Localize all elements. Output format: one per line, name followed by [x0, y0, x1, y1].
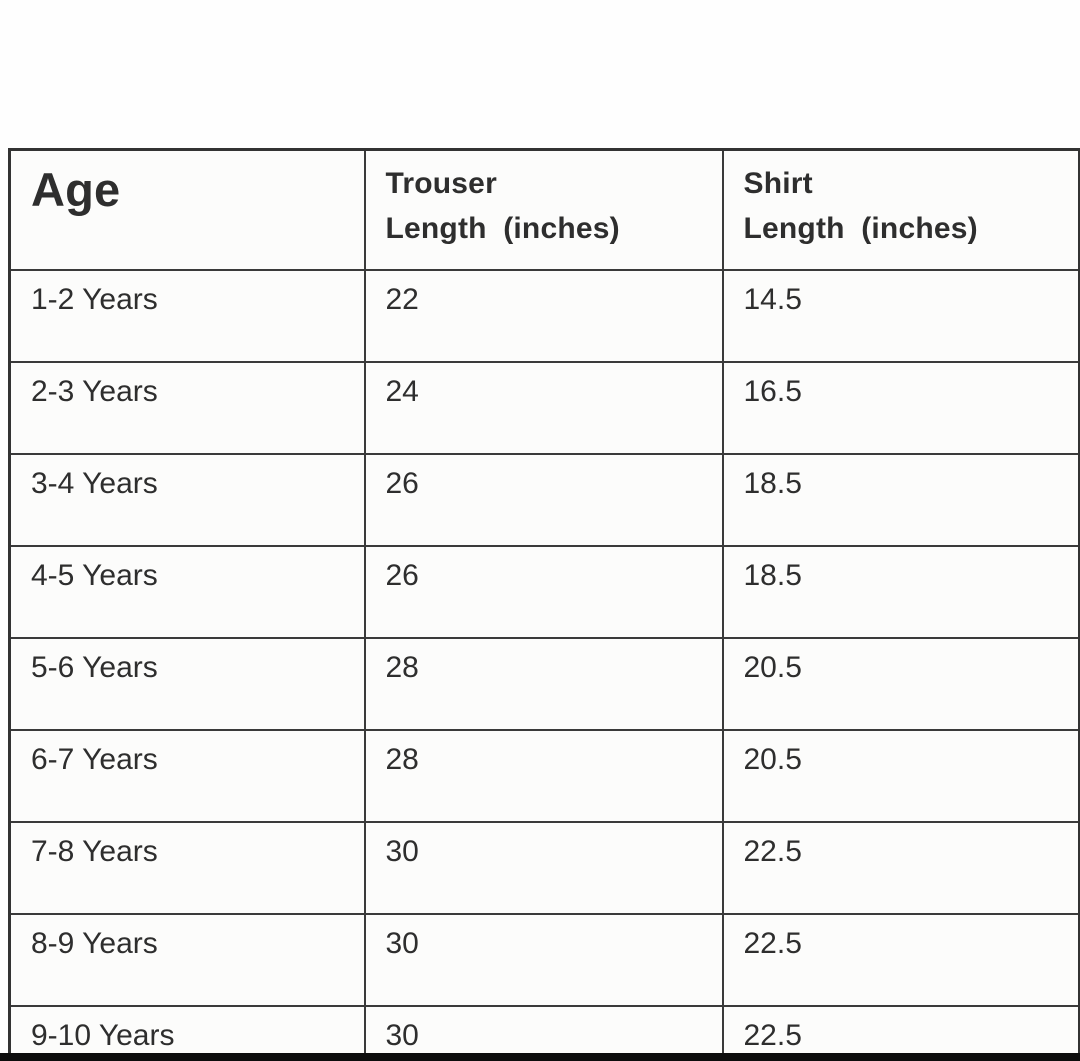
cell-shirt-length: 14.5: [721, 269, 1080, 363]
table-row: 6-7 Years 28 20.5: [8, 729, 1080, 823]
cell-shirt-length: 22.5: [721, 913, 1080, 1007]
header-trouser-length: Trouser Length (inches): [363, 148, 724, 271]
cell-age: 1-2 Years: [8, 269, 366, 363]
header-age: Age: [8, 148, 366, 271]
table-row: 3-4 Years 26 18.5: [8, 453, 1080, 547]
table-row: 7-8 Years 30 22.5: [8, 821, 1080, 915]
cell-trouser-length: 30: [363, 821, 724, 915]
header-row: Age Trouser Length (inches) Shirt Length…: [8, 148, 1080, 271]
cell-age: 2-3 Years: [8, 361, 366, 455]
cell-trouser-length: 24: [363, 361, 724, 455]
cell-trouser-length: 30: [363, 913, 724, 1007]
cell-age: 4-5 Years: [8, 545, 366, 639]
cell-shirt-length: 18.5: [721, 545, 1080, 639]
cell-trouser-length: 28: [363, 729, 724, 823]
cell-shirt-length: 18.5: [721, 453, 1080, 547]
cell-age: 7-8 Years: [8, 821, 366, 915]
header-trouser-line1: Trouser: [385, 167, 497, 200]
table-row: 8-9 Years 30 22.5: [8, 913, 1080, 1007]
cell-age: 3-4 Years: [8, 453, 366, 547]
size-chart-table: Age Trouser Length (inches) Shirt Length…: [8, 148, 1080, 1061]
bottom-black-bar: [0, 1053, 1080, 1061]
cell-shirt-length: 16.5: [721, 361, 1080, 455]
cell-shirt-length: 20.5: [721, 637, 1080, 731]
header-shirt-line2: Length (inches): [743, 212, 978, 245]
header-shirt-length: Shirt Length (inches): [721, 148, 1080, 271]
table-row: 2-3 Years 24 16.5: [8, 361, 1080, 455]
table-row: 9-10 Years 30 22.5: [8, 1005, 1080, 1061]
cell-age: 6-7 Years: [8, 729, 366, 823]
cell-trouser-length: 30: [363, 1005, 724, 1061]
cell-trouser-length: 26: [363, 453, 724, 547]
cell-trouser-length: 28: [363, 637, 724, 731]
cell-trouser-length: 26: [363, 545, 724, 639]
table-header: Age Trouser Length (inches) Shirt Length…: [8, 148, 1080, 271]
cell-shirt-length: 20.5: [721, 729, 1080, 823]
cell-age: 9-10 Years: [8, 1005, 366, 1061]
table-body: 1-2 Years 22 14.5 2-3 Years 24 16.5 3-4 Years 2…: [8, 269, 1080, 1061]
header-shirt-line1: Shirt: [743, 167, 813, 200]
table-row: 1-2 Years 22 14.5: [8, 269, 1080, 363]
cell-age: 8-9 Years: [8, 913, 366, 1007]
header-trouser-line2: Length (inches): [385, 212, 620, 245]
cell-trouser-length: 22: [363, 269, 724, 363]
cell-shirt-length: 22.5: [721, 821, 1080, 915]
cell-age: 5-6 Years: [8, 637, 366, 731]
table-row: 4-5 Years 26 18.5: [8, 545, 1080, 639]
cell-shirt-length: 22.5: [721, 1005, 1080, 1061]
table-row: 5-6 Years 28 20.5: [8, 637, 1080, 731]
